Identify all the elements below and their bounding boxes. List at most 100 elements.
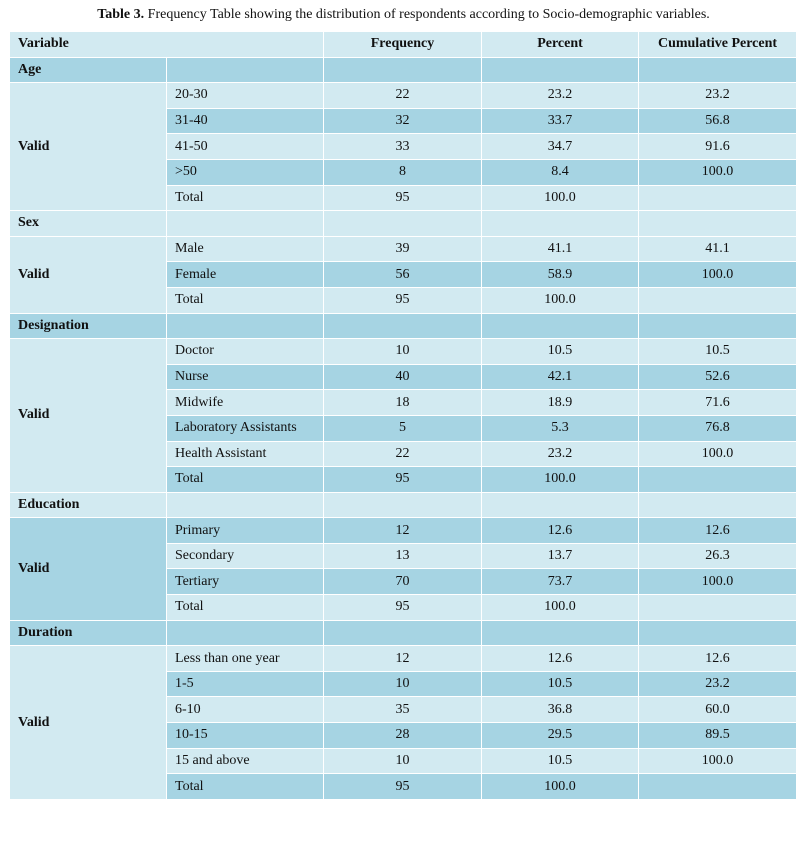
cumulative-percent-cell <box>638 184 798 212</box>
frequency-cell: 8 <box>323 158 483 186</box>
cumulative-percent-cell: 10.5 <box>638 338 798 365</box>
section-title: Education <box>9 491 167 519</box>
empty-cell <box>481 619 640 647</box>
table-row: Valid Primary 12 12.6 12.6 <box>9 517 798 621</box>
table-row: Female 56 58.9 100.0 <box>9 261 798 288</box>
empty-cell <box>165 312 325 340</box>
frequency-cell: 33 <box>323 133 483 160</box>
section-title-row: Duration <box>9 619 798 647</box>
empty-cell <box>638 312 798 340</box>
section-title: Age <box>9 56 167 84</box>
percent-cell: 23.2 <box>481 440 640 468</box>
row-label: Doctor <box>165 338 325 365</box>
percent-cell: 73.7 <box>481 568 640 596</box>
frequency-cell: 40 <box>323 363 483 391</box>
empty-cell <box>481 491 640 519</box>
empty-cell <box>165 491 325 519</box>
section-title: Duration <box>9 619 167 647</box>
row-label: Total <box>165 773 325 800</box>
table-row: 31-40 32 33.7 56.8 <box>9 107 798 135</box>
percent-cell: 12.6 <box>481 517 640 544</box>
percent-cell: 18.9 <box>481 389 640 416</box>
frequency-cell: 95 <box>323 184 483 212</box>
frequency-table: Variable Frequency Percent Cumulative Pe… <box>8 31 798 800</box>
empty-cell <box>481 210 640 237</box>
cumulative-percent-cell: 76.8 <box>638 414 798 442</box>
cumulative-percent-cell <box>638 466 798 493</box>
cumulative-percent-cell: 12.6 <box>638 645 798 672</box>
cumulative-percent-cell: 56.8 <box>638 107 798 135</box>
table-row: 15 and above 10 10.5 100.0 <box>9 747 798 775</box>
empty-cell <box>638 210 798 237</box>
row-label: Tertiary <box>165 568 325 596</box>
empty-cell <box>638 491 798 519</box>
empty-cell <box>323 210 483 237</box>
valid-label: Valid <box>9 338 167 493</box>
valid-label: Valid <box>9 645 167 800</box>
cumulative-percent-cell: 12.6 <box>638 517 798 544</box>
frequency-cell: 95 <box>323 466 483 493</box>
row-label: 15 and above <box>165 747 325 775</box>
cumulative-percent-cell: 26.3 <box>638 542 798 570</box>
frequency-cell: 10 <box>323 670 483 698</box>
percent-cell: 10.5 <box>481 670 640 698</box>
frequency-cell: 10 <box>323 747 483 775</box>
row-label: 20-30 <box>165 82 325 109</box>
percent-cell: 10.5 <box>481 338 640 365</box>
row-label: 41-50 <box>165 133 325 160</box>
percent-cell: 10.5 <box>481 747 640 775</box>
row-label: Midwife <box>165 389 325 416</box>
section-title-row: Age <box>9 56 798 84</box>
empty-cell <box>638 56 798 84</box>
header-cumulative-percent: Cumulative Percent <box>638 31 798 58</box>
empty-cell <box>165 619 325 647</box>
section-title-row: Sex <box>9 210 798 237</box>
valid-label: Valid <box>9 517 167 621</box>
cumulative-percent-cell <box>638 286 798 314</box>
empty-cell <box>165 210 325 237</box>
frequency-cell: 12 <box>323 645 483 672</box>
frequency-cell: 22 <box>323 82 483 109</box>
empty-cell <box>165 56 325 84</box>
frequency-cell: 95 <box>323 594 483 621</box>
frequency-cell: 12 <box>323 517 483 544</box>
percent-cell: 13.7 <box>481 542 640 570</box>
percent-cell: 100.0 <box>481 184 640 212</box>
cumulative-percent-cell <box>638 773 798 800</box>
caption-text: Frequency Table showing the distribution… <box>147 7 710 22</box>
cumulative-percent-cell: 23.2 <box>638 670 798 698</box>
caption-label: Table 3. <box>97 7 145 22</box>
table-body: Age Valid 20-30 22 23.2 23.2 31-40 32 33.7 56.8 41… <box>9 56 798 800</box>
row-label: Nurse <box>165 363 325 391</box>
percent-cell: 100.0 <box>481 594 640 621</box>
frequency-cell: 95 <box>323 286 483 314</box>
header-variable: Variable <box>8 31 325 58</box>
header-frequency: Frequency <box>323 31 483 58</box>
header-percent: Percent <box>481 31 640 58</box>
cumulative-percent-cell: 100.0 <box>638 568 798 596</box>
frequency-cell: 70 <box>323 568 483 596</box>
row-label: Total <box>165 466 325 493</box>
cumulative-percent-cell: 100.0 <box>638 261 798 288</box>
percent-cell: 33.7 <box>481 107 640 135</box>
frequency-cell: 28 <box>323 722 483 749</box>
frequency-cell: 13 <box>323 542 483 570</box>
frequency-cell: 18 <box>323 389 483 416</box>
cumulative-percent-cell: 71.6 <box>638 389 798 416</box>
cumulative-percent-cell: 91.6 <box>638 133 798 160</box>
empty-cell <box>323 619 483 647</box>
row-label: Health Assistant <box>165 440 325 468</box>
percent-cell: 100.0 <box>481 773 640 800</box>
table-row: Valid Less than one year 12 12.6 12.6 <box>9 645 798 800</box>
percent-cell: 34.7 <box>481 133 640 160</box>
row-label: 1-5 <box>165 670 325 698</box>
row-label: Laboratory Assistants <box>165 414 325 442</box>
row-label: Total <box>165 594 325 621</box>
section-title: Designation <box>9 312 167 340</box>
empty-cell <box>481 56 640 84</box>
percent-cell: 41.1 <box>481 235 640 263</box>
cumulative-percent-cell: 100.0 <box>638 158 798 186</box>
row-label: 10-15 <box>165 722 325 749</box>
row-label: Total <box>165 184 325 212</box>
section-title-row: Education <box>9 491 798 519</box>
